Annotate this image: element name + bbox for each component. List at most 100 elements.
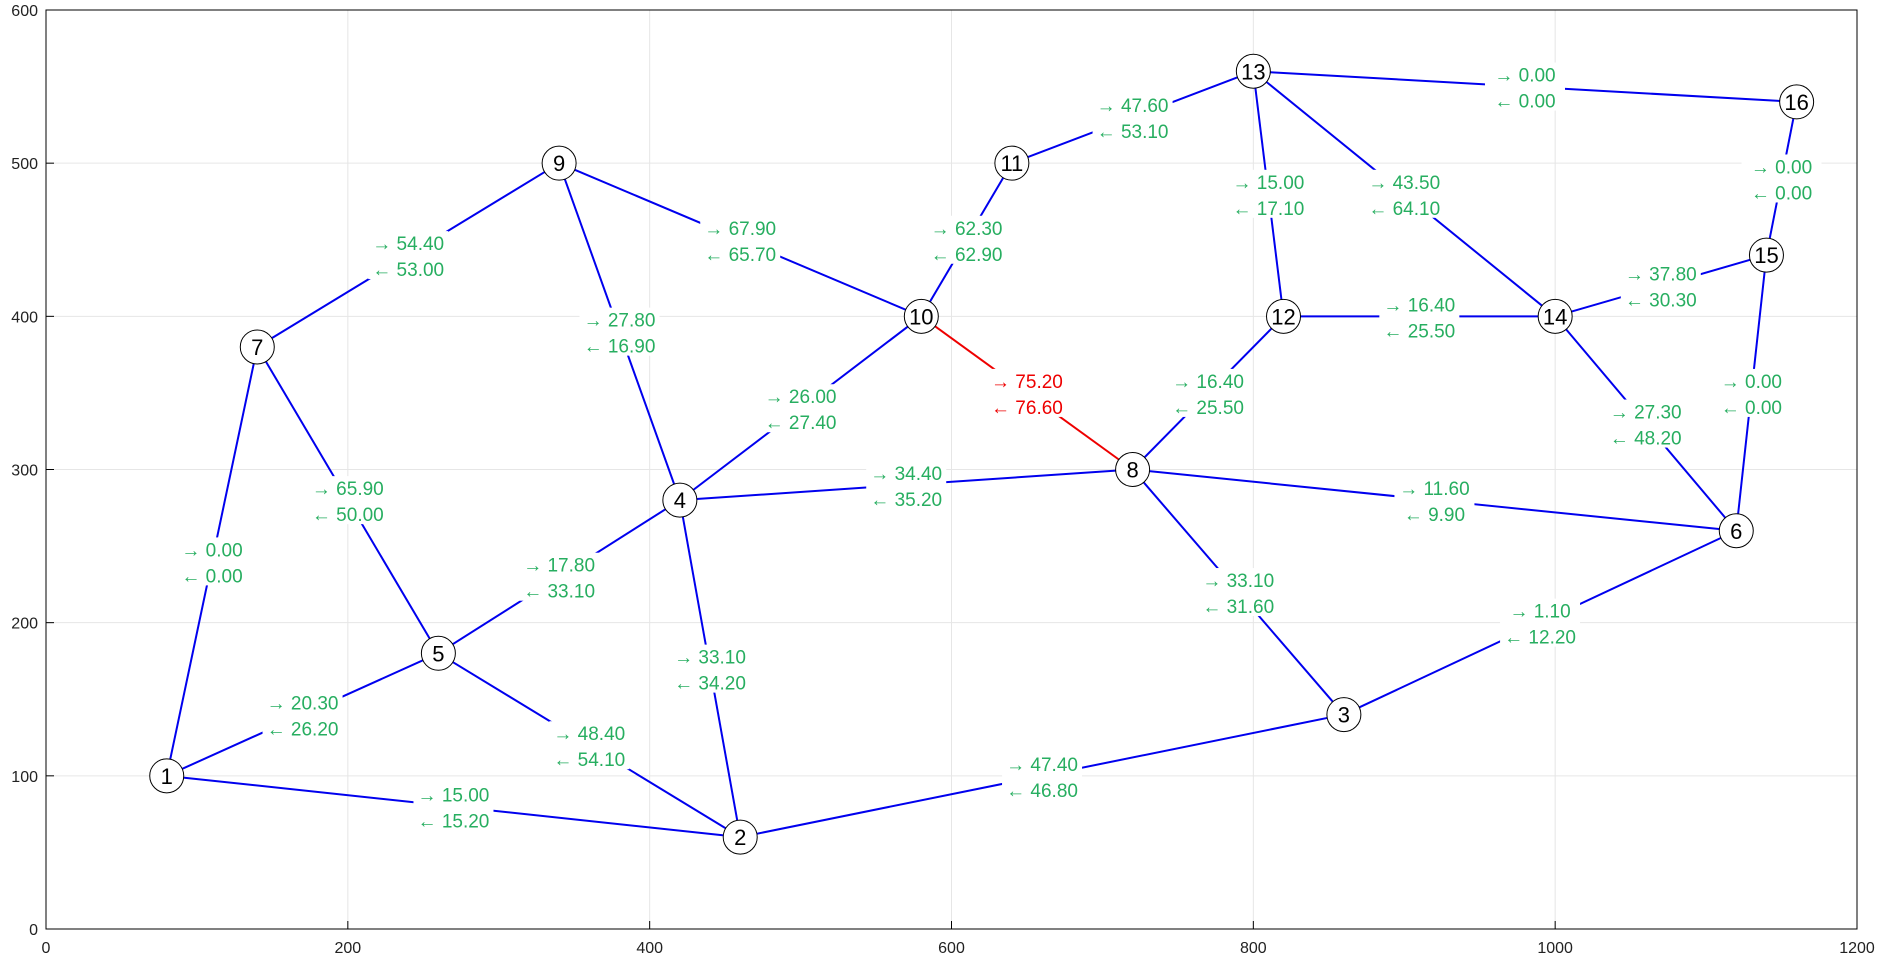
- node-label: 1: [161, 764, 173, 789]
- node-label: 2: [734, 825, 746, 850]
- edge-flow-label-12-14: → 16.40 ← 25.50: [1379, 292, 1460, 342]
- forward-flow-label: → 27.80: [584, 311, 656, 332]
- backward-flow-label: ← 50.00: [312, 505, 384, 526]
- node-13: 13: [1235, 53, 1271, 89]
- flow-label-background: [1228, 169, 1309, 218]
- edge-layer: [165, 70, 1798, 839]
- flow-label-background: [579, 307, 660, 356]
- flow-label-background: [549, 721, 630, 770]
- flow-label-background: [1500, 598, 1581, 647]
- backward-flow-label: ← 9.90: [1404, 505, 1465, 526]
- edge-flow-label-6-8: → 11.60 ← 9.90: [1394, 476, 1475, 526]
- backward-flow-label: ← 34.20: [674, 674, 746, 695]
- node-circle: [1326, 697, 1362, 733]
- y-tick-label: 0: [29, 922, 38, 939]
- backward-flow-label: ← 17.10: [1233, 199, 1305, 220]
- x-tick-label: 800: [1240, 940, 1267, 957]
- flow-label-background: [926, 215, 1007, 264]
- flow-label-background: [1002, 751, 1083, 800]
- edge-flow-label-4-8: → 34.40 ← 35.20: [866, 460, 947, 511]
- node-3: 3: [1326, 697, 1362, 733]
- forward-flow-label: → 27.30: [1610, 403, 1682, 424]
- node-circle: [541, 145, 577, 181]
- flow-label-background: [1364, 169, 1445, 218]
- backward-flow-label: ← 0.00: [181, 566, 242, 587]
- forward-flow-label: → 16.40: [1172, 372, 1244, 393]
- flow-label-background: [1741, 154, 1822, 203]
- backward-flow-label: ← 65.70: [704, 245, 776, 266]
- node-14: 14: [1537, 298, 1573, 334]
- node-circle: [149, 758, 185, 794]
- edge-flow-label-2-4: → 33.10 ← 34.20: [670, 644, 751, 695]
- flow-label-background: [262, 690, 343, 739]
- forward-flow-label: → 0.00: [1751, 157, 1812, 178]
- backward-flow-label: ← 0.00: [1721, 398, 1782, 419]
- node-label: 3: [1338, 703, 1350, 728]
- forward-flow-label: → 43.50: [1368, 173, 1440, 194]
- node-label: 12: [1271, 304, 1295, 329]
- edge-flow-label-4-5: → 17.80 ← 33.10: [519, 552, 600, 603]
- forward-flow-label: → 0.00: [181, 540, 242, 561]
- flow-label-background: [307, 476, 388, 525]
- edge-flow-label-10-11: → 62.30 ← 62.90: [926, 215, 1007, 266]
- node-label: 15: [1754, 243, 1778, 268]
- node-label: 13: [1241, 59, 1265, 84]
- node-2: 2: [722, 819, 758, 855]
- node-label: 10: [909, 304, 933, 329]
- backward-flow-label: ← 25.50: [1172, 398, 1244, 419]
- node-11: 11: [994, 145, 1030, 181]
- node-circle: [1748, 237, 1784, 273]
- axis-ticks: 0 200 400 600 800 1000 1200 0 100 200 300 400 500 600: [11, 3, 1875, 957]
- x-tick-label: 1000: [1537, 940, 1573, 957]
- forward-flow-label: → 33.10: [674, 648, 746, 669]
- node-12: 12: [1266, 298, 1302, 334]
- backward-flow-label: ← 0.00: [1494, 92, 1555, 113]
- flow-label-background: [1198, 568, 1279, 617]
- backward-flow-label: ← 16.90: [584, 337, 656, 358]
- node-circle: [1779, 84, 1815, 120]
- y-tick-label: 500: [11, 156, 38, 173]
- edge-flow-label-3-8: → 33.10 ← 31.60: [1198, 568, 1279, 618]
- forward-flow-label: → 1.10: [1509, 602, 1570, 623]
- node-label: 16: [1784, 90, 1808, 115]
- forward-flow-label: → 20.30: [267, 694, 339, 715]
- y-tick-label: 100: [11, 769, 38, 786]
- edge-flow-label-3-6: → 1.10 ← 12.20: [1500, 598, 1581, 649]
- x-tick-label: 400: [636, 940, 663, 957]
- forward-flow-label: → 15.00: [418, 785, 490, 806]
- y-tick-label: 600: [11, 3, 38, 20]
- edge-flow-label-5-7: → 65.90 ← 50.00: [307, 476, 388, 526]
- forward-flow-label: → 16.40: [1383, 295, 1455, 316]
- backward-flow-label: ← 54.10: [553, 750, 625, 771]
- flow-label-background: [413, 782, 494, 831]
- backward-flow-label: ← 76.60: [991, 398, 1063, 419]
- flow-label-background: [1605, 399, 1686, 448]
- node-16: 16: [1779, 84, 1815, 120]
- edge-flow-label-13-14: → 43.50 ← 64.10: [1364, 169, 1445, 220]
- forward-flow-label: → 34.40: [870, 464, 942, 485]
- edge-flow-label-2-3: → 47.40 ← 46.80: [1002, 751, 1083, 802]
- edge-flow-label-7-9: → 54.40 ← 53.00: [368, 231, 449, 281]
- edge-flow-label-1-5: → 20.30 ← 26.20: [262, 690, 343, 741]
- flow-label-background: [1379, 292, 1460, 341]
- forward-flow-label: → 33.10: [1202, 571, 1274, 592]
- backward-flow-label: ← 31.60: [1202, 597, 1274, 618]
- edge-flow-label-2-5: → 48.40 ← 54.10: [549, 721, 630, 771]
- flow-label-background: [1484, 62, 1565, 111]
- edge-flow-label-6-14: → 27.30 ← 48.20: [1605, 399, 1686, 450]
- node-8: 8: [1115, 452, 1151, 487]
- edge-flow-label-12-13: → 15.00 ← 17.10: [1228, 169, 1309, 220]
- edge-flow-label-4-10: → 26.00 ← 27.40: [760, 384, 841, 434]
- flow-label-background: [1168, 368, 1249, 417]
- backward-flow-label: ← 64.10: [1368, 199, 1440, 220]
- node-label: 4: [674, 488, 686, 513]
- forward-flow-label: → 75.20: [991, 372, 1063, 393]
- forward-flow-label: → 11.60: [1399, 479, 1469, 500]
- forward-flow-label: → 47.60: [1097, 96, 1169, 117]
- node-label: 7: [251, 335, 263, 360]
- node-circle: [1235, 53, 1271, 89]
- y-tick-label: 400: [11, 309, 38, 326]
- node-circle: [662, 482, 698, 518]
- flow-label-background: [519, 552, 600, 601]
